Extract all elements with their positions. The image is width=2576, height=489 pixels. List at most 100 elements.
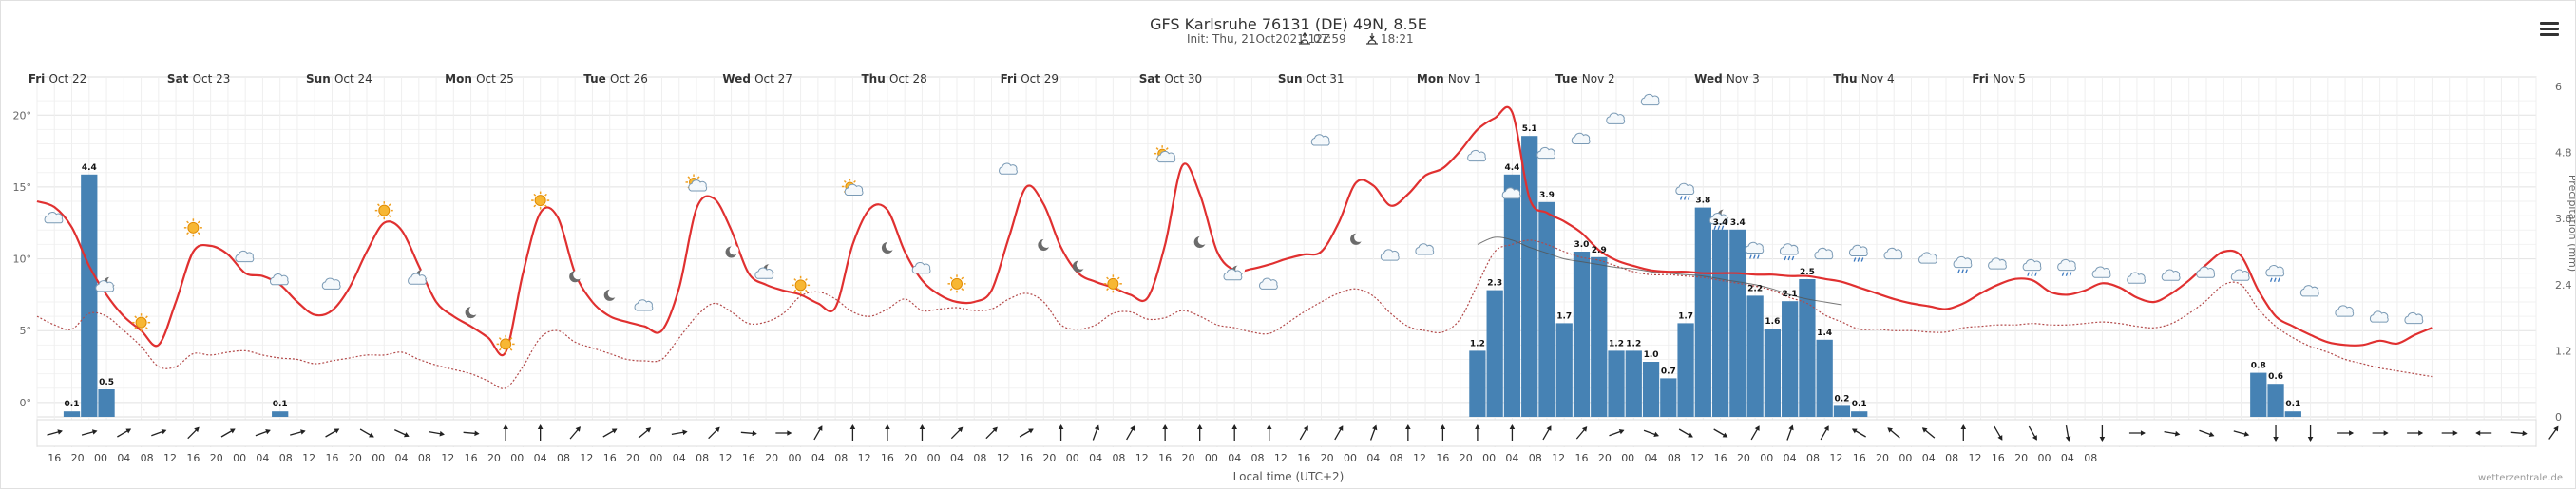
wind-arrow-head — [1921, 427, 1928, 433]
cloud-shape — [1883, 247, 1903, 260]
precip-label: 0.6 — [2268, 372, 2283, 382]
precip-bar — [1642, 362, 1660, 417]
sun-ray — [687, 176, 691, 179]
hour-label: 00 — [1344, 452, 1357, 464]
day-label-date: Oct 31 — [1307, 72, 1345, 85]
wind-arrow — [151, 429, 167, 437]
wind-arrow-head — [1618, 429, 1625, 435]
cloud-icon — [2127, 272, 2146, 284]
cloud-icon — [1814, 247, 1834, 260]
moon-cut — [468, 306, 479, 316]
precip-label: 0.2 — [1834, 394, 1849, 404]
wind-arrow — [1750, 425, 1760, 441]
hour-label: 16 — [1020, 452, 1033, 464]
wind-arrow-head — [503, 424, 508, 429]
wind-arrow-head — [125, 428, 132, 434]
sun-icon — [374, 201, 393, 220]
wind-arrow — [2128, 430, 2146, 436]
night-cloud-icon — [95, 275, 118, 292]
day-label-date: Oct 27 — [754, 72, 792, 85]
cloud-shape — [270, 273, 289, 286]
sun-cloud-icon — [685, 174, 708, 192]
wind-arrow — [2548, 425, 2559, 440]
hour-label: 04 — [1784, 452, 1797, 464]
rain-icon — [2265, 264, 2285, 282]
hour-label: 16 — [465, 452, 478, 464]
hour-label: 12 — [441, 452, 454, 464]
cloud-icon — [1501, 187, 1521, 199]
cloud-shape — [95, 280, 115, 292]
precipitation-labels: 0.14.40.50.11.22.34.45.13.91.73.02.91.2 1… — [65, 124, 2301, 409]
sun-ray — [1116, 276, 1120, 280]
day-label: Thu Nov 4 — [1833, 72, 1894, 85]
hour-label: 08 — [418, 452, 431, 464]
sun-ray — [1106, 288, 1109, 292]
rain-drop — [2273, 277, 2277, 282]
wind-arrow-head — [992, 426, 998, 433]
precip-label: 0.5 — [99, 378, 114, 387]
day-label: Fri Nov 5 — [1972, 72, 2026, 85]
hour-label: 12 — [163, 452, 177, 464]
series-line-temperature-850 — [1477, 236, 1842, 306]
moon-icon — [1193, 235, 1208, 248]
wind-arrow — [2510, 430, 2528, 437]
hour-label: 04 — [1645, 452, 1658, 464]
hour-label: 08 — [279, 452, 293, 464]
sun-ray — [377, 203, 380, 207]
hour-label: 00 — [1760, 452, 1773, 464]
sun-ray — [793, 289, 797, 292]
day-label-weekday: Fri — [1001, 72, 1021, 85]
sun-ray — [145, 327, 148, 329]
rain-drop — [2027, 272, 2030, 276]
rain-drop — [1717, 225, 1721, 230]
wind-arrow-head — [1058, 424, 1064, 429]
sun-disc — [378, 204, 391, 216]
wind-arrow-head — [2243, 431, 2250, 437]
rain-drop — [2031, 272, 2033, 276]
cloud-shape — [1156, 150, 1176, 163]
cloud-icon — [911, 261, 931, 274]
sun-ray — [696, 176, 700, 179]
cloud-icon — [2196, 266, 2216, 278]
precip-bar — [1764, 329, 1782, 417]
precip-bar — [2284, 411, 2301, 417]
day-label: Sat Oct 23 — [167, 72, 231, 85]
wind-arrow — [1786, 424, 1794, 441]
wind-arrow — [2233, 430, 2250, 437]
wind-arrow — [2372, 430, 2389, 436]
sun-cloud-icon — [841, 178, 864, 196]
day-label-date: Nov 2 — [1582, 72, 1615, 85]
precip-label: 0.1 — [65, 400, 80, 409]
hour-label: 08 — [1112, 452, 1125, 464]
wind-arrow — [950, 426, 964, 440]
day-label-weekday: Mon — [445, 72, 476, 85]
wind-arrow-head — [1405, 424, 1411, 429]
rain-drop — [1679, 196, 1683, 200]
cloud-shape — [2091, 266, 2111, 278]
wind-arrow — [1575, 426, 1588, 440]
y-tick-right: 6 — [2555, 81, 2562, 93]
day-label-weekday: Fri — [29, 72, 49, 85]
cloud-shape — [1467, 149, 1486, 162]
rain-drop — [1961, 269, 1964, 273]
hour-label: 20 — [1321, 452, 1334, 464]
sun-ray — [961, 288, 964, 292]
credit-label: wetterzentrale.de — [2478, 473, 2563, 483]
rain-drop — [1757, 254, 1760, 259]
day-label-weekday: Fri — [1972, 72, 1993, 85]
rain-drop — [2277, 277, 2280, 282]
sun-ray — [134, 327, 138, 329]
cloud-shape — [754, 267, 774, 279]
precip-bar — [1555, 323, 1573, 417]
day-label-date: Oct 26 — [610, 72, 648, 85]
hour-label: 16 — [1853, 452, 1866, 464]
hour-label: 04 — [1922, 452, 1936, 464]
precip-label: 4.4 — [1504, 163, 1519, 173]
day-label: Fri Oct 22 — [29, 72, 86, 85]
day-label-weekday: Sun — [1278, 72, 1307, 85]
precip-label: 1.4 — [1817, 329, 1832, 338]
precip-bar — [1538, 201, 1555, 417]
wind-arrow-head — [1823, 425, 1829, 431]
cloud-icon — [1380, 249, 1400, 261]
menu-icon[interactable] — [2540, 20, 2559, 37]
